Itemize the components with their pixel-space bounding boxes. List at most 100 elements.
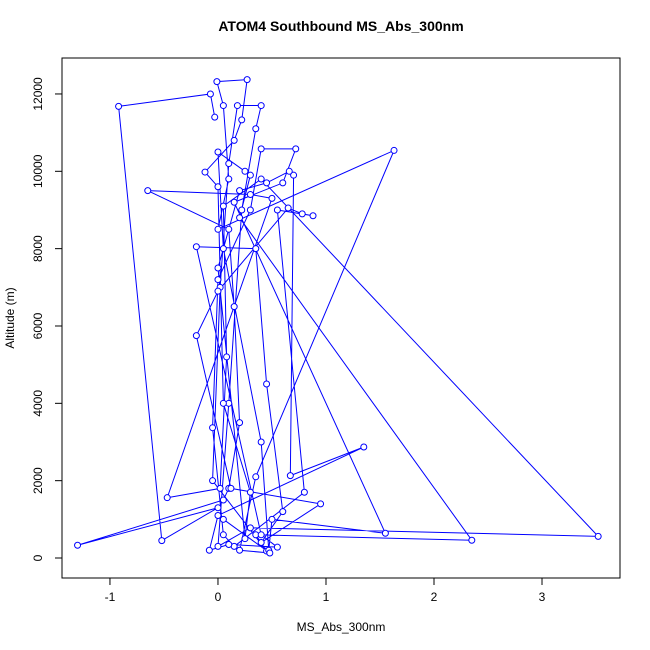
data-point — [214, 287, 222, 295]
y-tick-label: 2000 — [31, 467, 45, 494]
data-point — [257, 175, 265, 183]
data-point — [213, 78, 221, 86]
data-point — [230, 198, 238, 206]
data-point — [246, 191, 254, 199]
data-point — [216, 484, 224, 492]
x-tick-label: 1 — [323, 590, 330, 604]
data-point — [279, 508, 287, 516]
data-point — [219, 496, 227, 504]
data-point — [219, 245, 227, 253]
data-point — [74, 541, 82, 549]
data-point — [246, 524, 254, 532]
data-point — [219, 531, 227, 539]
data-point — [594, 532, 602, 540]
data-point — [219, 202, 227, 210]
data-point — [238, 206, 246, 214]
data-point — [209, 477, 217, 485]
data-point — [192, 332, 200, 340]
y-tick-label: 6000 — [31, 312, 45, 339]
data-point — [468, 536, 476, 544]
data-point — [236, 546, 244, 554]
data-point — [381, 529, 389, 537]
data-point — [292, 145, 300, 153]
y-tick-label: 12000 — [31, 77, 45, 111]
data-line — [77, 79, 600, 554]
data-point — [236, 214, 244, 222]
data-point — [214, 276, 222, 284]
data-point — [317, 500, 325, 508]
data-point — [144, 187, 152, 195]
data-point — [211, 113, 219, 121]
y-tick-label: 10000 — [31, 154, 45, 188]
data-point — [225, 160, 233, 168]
chart-title: ATOM4 Southbound MS_Abs_300nm — [218, 18, 463, 34]
x-tick-label: -1 — [105, 590, 116, 604]
data-point — [286, 472, 294, 480]
data-point — [252, 245, 260, 253]
data-point — [252, 473, 260, 481]
data-point — [230, 303, 238, 311]
data-point — [214, 504, 222, 512]
data-point — [241, 167, 249, 175]
data-point — [236, 187, 244, 195]
data-point — [201, 168, 209, 176]
data-point — [225, 175, 233, 183]
data-point — [246, 206, 254, 214]
data-point — [257, 531, 265, 539]
data-point — [257, 102, 265, 110]
x-tick-label: 0 — [215, 590, 222, 604]
data-point — [236, 419, 244, 427]
data-point — [284, 204, 292, 212]
data-point — [225, 225, 233, 233]
data-point — [214, 148, 222, 156]
data-point — [257, 539, 265, 547]
x-tick-label: 2 — [431, 590, 438, 604]
data-point — [252, 125, 260, 133]
data-point — [360, 443, 368, 451]
y-tick-label: 4000 — [31, 390, 45, 417]
data-point — [214, 183, 222, 191]
data-point — [163, 494, 171, 502]
data-point — [206, 90, 214, 98]
x-axis-label: MS_Abs_300nm — [297, 620, 386, 634]
data-point — [257, 145, 265, 153]
data-point — [300, 488, 308, 496]
data-point — [223, 353, 231, 361]
y-tick-label: 0 — [31, 554, 45, 561]
data-point — [390, 146, 398, 154]
data-point — [225, 540, 233, 548]
data-point — [263, 179, 271, 187]
data-point — [205, 546, 213, 554]
data-point — [243, 76, 251, 84]
data-point — [214, 542, 222, 550]
data-point — [268, 515, 276, 523]
data-point — [219, 102, 227, 110]
data-point — [268, 194, 276, 202]
data-point — [214, 264, 222, 272]
data-point — [273, 543, 281, 551]
x-tick-label: 3 — [539, 590, 546, 604]
data-point — [233, 102, 241, 110]
data-point — [263, 380, 271, 388]
data-point — [241, 535, 249, 543]
data-point — [298, 210, 306, 218]
data-point — [279, 179, 287, 187]
data-point — [227, 484, 235, 492]
data-point — [158, 537, 166, 545]
data-point — [219, 399, 227, 407]
data-point — [214, 225, 222, 233]
data-point — [214, 511, 222, 519]
plot-frame — [61, 57, 621, 579]
data-point — [273, 206, 281, 214]
data-point — [266, 549, 274, 557]
data-point — [309, 212, 317, 220]
data-point — [257, 438, 265, 446]
data-point — [246, 488, 254, 496]
data-point — [246, 171, 254, 179]
data-point — [238, 116, 246, 124]
y-tick-label: 8000 — [31, 235, 45, 262]
data-point — [209, 424, 217, 432]
data-point — [115, 102, 123, 110]
y-axis-label: Altitude (m) — [3, 287, 17, 348]
